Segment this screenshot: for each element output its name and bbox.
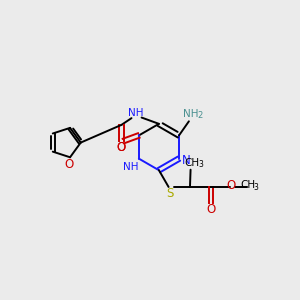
Text: O: O [116, 141, 125, 154]
Text: O: O [227, 179, 236, 192]
Text: S: S [166, 187, 173, 200]
Text: 3: 3 [253, 183, 258, 192]
Text: 2: 2 [197, 112, 202, 121]
Text: NH: NH [128, 108, 144, 118]
Text: CH: CH [240, 181, 255, 190]
Text: NH: NH [183, 109, 198, 119]
Text: O: O [117, 141, 126, 154]
Text: NH: NH [123, 162, 138, 172]
Text: 3: 3 [198, 160, 203, 169]
Text: N: N [182, 154, 190, 167]
Text: O: O [65, 158, 74, 171]
Text: CH: CH [184, 158, 200, 168]
Text: O: O [207, 203, 216, 216]
